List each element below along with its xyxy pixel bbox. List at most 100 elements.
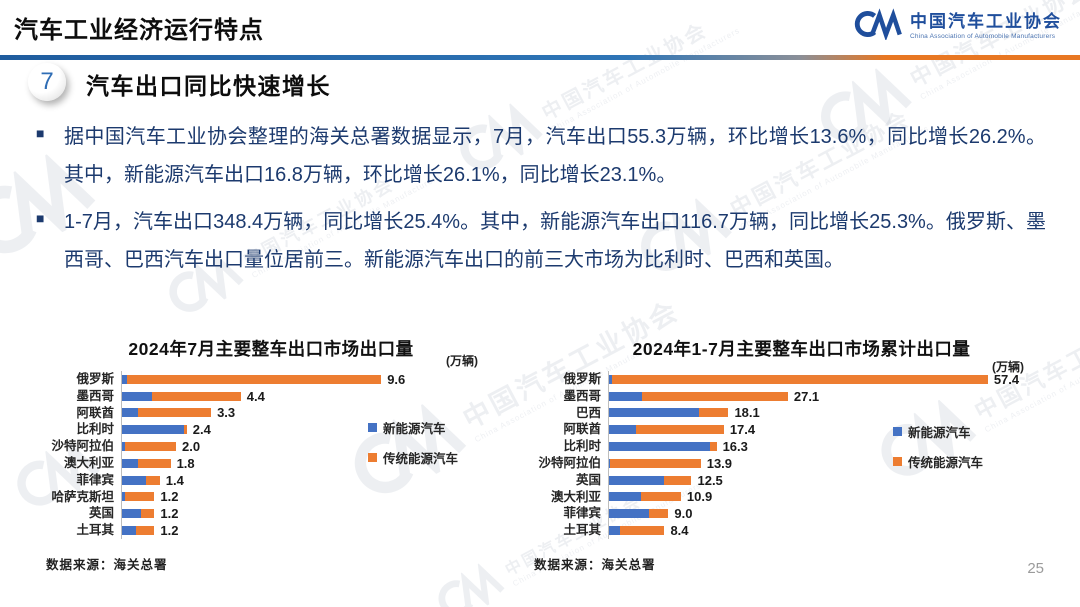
nev-bar-segment (122, 492, 125, 502)
category-label: 澳大利亚 (550, 489, 601, 504)
nev-bar-segment (122, 526, 136, 536)
value-label: 16.3 (722, 439, 748, 455)
legend-item: 新能源汽车 (368, 418, 458, 437)
nev-bar-segment (609, 509, 649, 519)
traditional-bar-segment (612, 374, 988, 384)
bullet-item: ■ 1-7月，汽车出口348.4万辆，同比增长25.4%。其中，新能源汽车出口1… (36, 203, 1046, 279)
legend-item: 新能源汽车 (893, 422, 983, 441)
nev-bar-segment (609, 442, 710, 452)
category-label: 比利时 (563, 439, 601, 454)
value-label: 1.2 (160, 489, 179, 505)
traditional-bar-segment (138, 458, 171, 468)
category-label: 沙特阿拉伯 (538, 455, 601, 470)
nev-bar-segment (609, 458, 611, 468)
nev-bar-segment (122, 475, 147, 485)
category-label: 阿联酋 (563, 422, 601, 437)
value-label: 2.0 (181, 439, 201, 455)
page-title: 汽车工业经济运行特点 (14, 17, 264, 44)
value-label: 8.4 (670, 523, 689, 539)
traditional-bar-segment (620, 526, 665, 536)
category-label: 沙特阿拉伯 (51, 439, 114, 454)
bar-row: 9.6 (122, 371, 506, 388)
chart-title: 2024年1-7月主要整车出口市场累计出口量 (632, 339, 971, 359)
category-label: 菲律宾 (76, 472, 114, 487)
value-label: 1.4 (165, 472, 184, 488)
bar-row: 17.4 (609, 421, 1049, 438)
chart-legend: 新能源汽车 传统能源汽车 (893, 422, 983, 471)
bullet-item: ■ 据中国汽车工业协会整理的海关总署数据显示，7月，汽车出口55.3万辆，环比增… (36, 118, 1046, 194)
chart-unit-label: (万辆) (446, 354, 478, 368)
bar-row: 8.4 (609, 522, 1049, 539)
section-number-badge: 7 (28, 63, 66, 101)
bar-row: 2.0 (122, 438, 506, 455)
category-label: 英国 (88, 506, 114, 521)
bar-row: 27.1 (609, 388, 1049, 405)
category-label: 阿联酋 (76, 405, 114, 420)
chart-title: 2024年7月主要整车出口市场出口量 (128, 339, 414, 359)
nev-bar-segment (609, 475, 664, 485)
category-label: 比利时 (76, 422, 114, 437)
nev-bar-segment (609, 391, 642, 401)
bar-row: 9.0 (609, 505, 1049, 522)
chart-source: 数据来源：海关总署 (534, 558, 656, 572)
value-label: 1.8 (176, 455, 195, 471)
value-label: 9.0 (674, 506, 693, 522)
category-axis: 俄罗斯 墨西哥 巴西 阿联酋 比利时 沙特阿拉伯 英国 澳大利亚 菲律宾 土耳其 (524, 371, 608, 539)
legend-swatch-icon (368, 423, 377, 432)
chart-legend: 新能源汽车传统能源汽车 (368, 418, 458, 467)
category-label: 巴西 (575, 405, 601, 420)
value-label: 4.4 (246, 388, 265, 404)
chart-cumulative-export-volume: 2024年1-7月主要整车出口市场累计出口量 (万辆) 俄罗斯 墨西哥 巴西 阿联酋 比利时… (524, 330, 1049, 580)
traditional-bar-segment (642, 391, 788, 401)
traditional-bar-segment (124, 492, 155, 502)
chart-unit-label: (万辆) (992, 360, 1024, 374)
nev-bar-segment (122, 374, 128, 384)
legend-swatch-icon (893, 457, 902, 466)
value-label: 3.3 (217, 405, 236, 421)
category-label: 哈萨克斯坦 (51, 489, 114, 504)
value-label: 27.1 (793, 388, 820, 404)
bar-row: 16.3 (609, 438, 1049, 455)
value-label: 17.4 (729, 422, 756, 438)
cma-logo-icon (854, 7, 902, 40)
bullet-text: 1-7月，汽车出口348.4万辆，同比增长25.4%。其中，新能源汽车出口116… (64, 211, 1046, 271)
chart-source: 数据来源：海关总署 (46, 558, 168, 572)
nev-bar-segment (122, 509, 141, 519)
traditional-bar-segment (124, 442, 176, 452)
value-label: 9.6 (387, 371, 406, 387)
value-label: 1.2 (160, 523, 179, 539)
bar-row: 1.2 (122, 505, 506, 522)
bar-row: 1.2 (122, 522, 506, 539)
value-label: 12.5 (697, 472, 723, 488)
bar-row: 4.4 (122, 388, 506, 405)
cma-logo: 中国汽车工业协会 China Association of Automobile… (851, 7, 1062, 40)
value-label: 13.9 (706, 455, 733, 471)
nev-bar-segment (122, 408, 139, 418)
bar-row: 10.9 (609, 489, 1049, 506)
bar-row: 12.5 (609, 472, 1049, 489)
nev-bar-segment (609, 374, 613, 384)
traditional-bar-segment (184, 425, 187, 435)
logo-name-cn: 中国汽车工业协会 (910, 12, 1062, 31)
bar-row: 1.8 (122, 455, 506, 472)
traditional-bar-segment (138, 408, 212, 418)
bars-area: 9.6 4.4 3.3 2.4 2.0 1.8 1.4 1.2 1.2 1.2 (121, 371, 506, 539)
bullet-list: ■ 据中国汽车工业协会整理的海关总署数据显示，7月，汽车出口55.3万辆，环比增… (36, 118, 1046, 288)
legend-item: 传统能源汽车 (368, 448, 458, 467)
legend-label: 新能源汽车 (908, 426, 971, 440)
traditional-bar-segment (151, 391, 241, 401)
legend-label: 新能源汽车 (383, 422, 446, 436)
nev-bar-segment (609, 425, 637, 435)
value-label: 18.1 (734, 405, 760, 421)
nev-bar-segment (122, 458, 139, 468)
bar-row: 2.4 (122, 421, 506, 438)
traditional-bar-segment (641, 492, 681, 502)
traditional-bar-segment (146, 475, 160, 485)
traditional-bar-segment (636, 425, 724, 435)
traditional-bar-segment (663, 475, 692, 485)
legend-label: 传统能源汽车 (383, 452, 459, 466)
bullet-square-icon: ■ (36, 210, 45, 226)
bar-row: 1.2 (122, 489, 506, 506)
section-title: 汽车出口同比快速增长 (86, 73, 331, 99)
